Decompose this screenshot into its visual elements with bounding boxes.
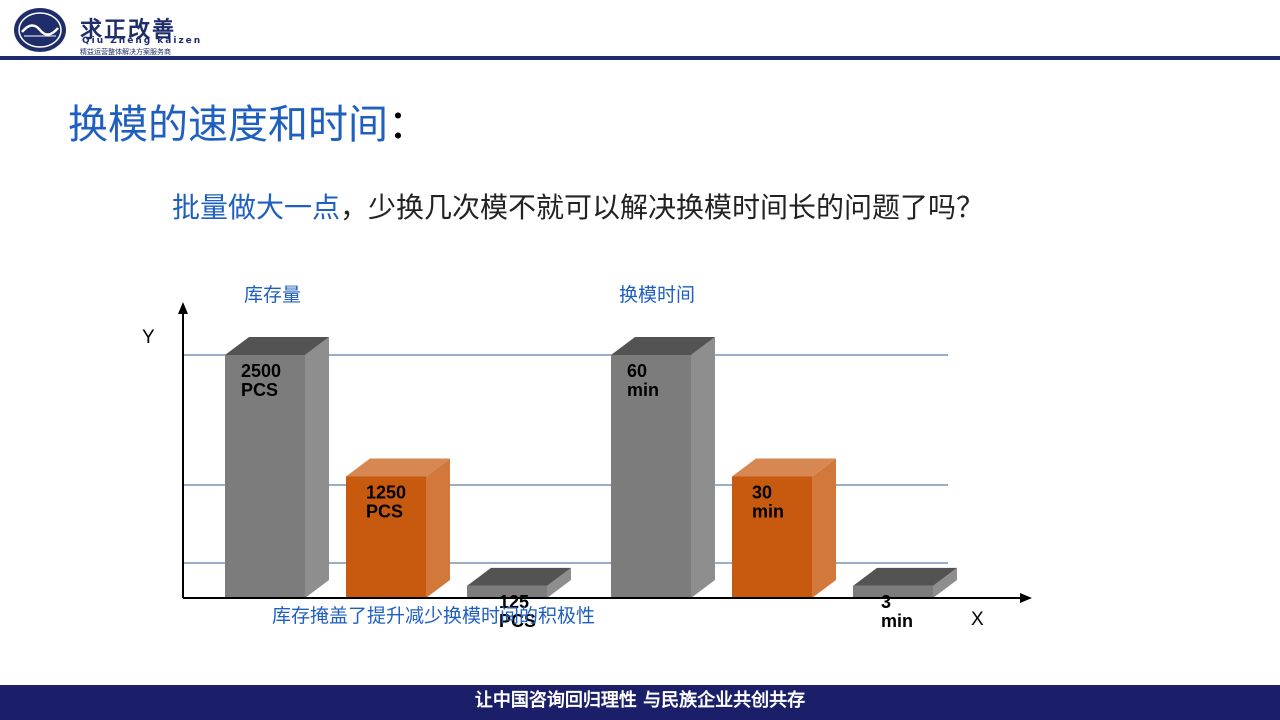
bar-0-0-top [225,337,329,355]
slide-title-colon: ： [388,102,428,148]
bar-1-2 [853,585,933,598]
x-axis-label: X [971,609,984,630]
x-axis-arrow [1020,593,1032,603]
bar-0-0-side [305,337,329,598]
y-axis-arrow [178,302,188,314]
bar-1-0-top [611,337,715,355]
group-label-0: 库存量 [244,284,301,306]
bar-0-0-value-label: 2500 PCS [241,361,281,400]
bar-1-1-value-label: 30 min [752,483,784,522]
bar-0-1 [346,476,426,598]
bar-1-0-side [691,337,715,598]
slide-title: 换模的速度和时间： [68,92,428,150]
logo-name: 求正改善 [80,18,177,43]
bar-1-1 [732,476,812,598]
footer-banner: 让中国咨询回归理性 与民族企业共创共存 [0,685,1280,720]
group-label-1: 换模时间 [619,284,695,306]
logo-emblem-icon [14,8,66,52]
bar-0-2-value-label: 125 PCS [499,592,536,631]
question-highlight: 批量做大一点 [172,191,341,224]
bar-0-0 [225,355,305,598]
chart-annotation: 库存掩盖了提升减少换模时间的积极性 [272,605,595,627]
bar-0-2-side [547,567,571,598]
bar-0-2 [467,585,547,598]
bar-1-1-side [812,458,836,598]
bar-1-2-top [853,567,957,586]
bar-0-1-top [346,458,450,477]
bar-1-0-value-label: 60 min [627,361,659,400]
logo-english-name: Qiu Zheng kaizen [82,36,203,46]
company-logo: 求正改善 Qiu Zheng kaizen 精益运营整体解决方案服务商 [12,6,212,56]
header-divider [0,56,1280,60]
bar-1-1-top [732,458,836,477]
slide-title-text: 换模的速度和时间 [68,102,388,148]
question-text: ，少换几次模不就可以解决换模时间长的问题了吗？ [340,191,985,224]
logo-tagline: 精益运营整体解决方案服务商 [80,48,171,56]
bar-0-1-value-label: 1250 PCS [366,483,406,522]
bar-1-2-side [933,567,957,598]
bar-0-1-side [426,458,450,598]
bar-0-2-top [467,567,571,586]
bar-1-2-value-label: 3 min [881,592,913,631]
y-axis-label: Y [142,327,155,348]
bar-1-0 [611,355,691,598]
slide-question: 批量做大一点，少换几次模不就可以解决换模时间长的问题了吗？ [172,186,984,226]
